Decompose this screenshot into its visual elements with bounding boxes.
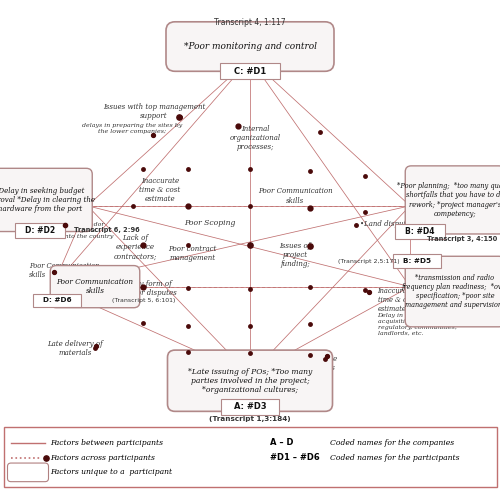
Text: Transcript 4, 1:117: Transcript 4, 1:117	[214, 18, 286, 26]
FancyBboxPatch shape	[221, 399, 279, 415]
FancyBboxPatch shape	[394, 254, 442, 268]
Text: *Delay in seeking budget
approval *Delay in clearing the
hardware from the port: *Delay in seeking budget approval *Delay…	[0, 187, 96, 213]
Text: delays in preparing the sites by
the lower companies;: delays in preparing the sites by the low…	[82, 123, 182, 134]
FancyBboxPatch shape	[4, 427, 496, 487]
Text: *Poor monitoring and control: *Poor monitoring and control	[184, 42, 316, 51]
Text: Internal
organizational
processes;: Internal organizational processes;	[230, 125, 280, 151]
FancyBboxPatch shape	[50, 266, 140, 308]
Text: (Transcript 1,3:184): (Transcript 1,3:184)	[209, 416, 291, 422]
Text: Inaccurate
time & cost
estimate: Inaccurate time & cost estimate	[378, 287, 416, 313]
Text: Lack of
experience
contractors;: Lack of experience contractors;	[114, 234, 156, 261]
Text: *Delay from the vendor
side in importing the
hardware into the country: *Delay from the vendor side in importing…	[30, 222, 114, 239]
Text: Poor Communication
skills: Poor Communication skills	[56, 278, 134, 295]
Text: *Poor planning;  *too many quality
shortfalls that you have to do
rework; *proje: *Poor planning; *too many quality shortf…	[396, 182, 500, 218]
Text: Factors between participants: Factors between participants	[50, 439, 163, 447]
Text: A: #D3: A: #D3	[234, 402, 266, 411]
Text: Factors unique to a  participant: Factors unique to a participant	[50, 468, 172, 476]
Text: (Transcript 5, 6:101): (Transcript 5, 6:101)	[112, 298, 176, 303]
Text: Issues with top management
support: Issues with top management support	[103, 103, 205, 121]
FancyBboxPatch shape	[405, 256, 500, 327]
Text: *Late issuing of POs; *Too many
parties involved in the project;
*organizational: *Late issuing of POs; *Too many parties …	[188, 368, 312, 394]
Text: •Land dispute: •Land dispute	[360, 220, 410, 228]
Text: #D1 – #D6: #D1 – #D6	[270, 453, 320, 462]
Text: Poor Communication
skills: Poor Communication skills	[258, 187, 332, 205]
Text: *transmission and radio
frequency plan readiness;  *over
specification; *poor si: *transmission and radio frequency plan r…	[401, 274, 500, 309]
Text: (Transcript 2,5:171): (Transcript 2,5:171)	[338, 259, 400, 264]
Text: Factors across participants: Factors across participants	[50, 454, 155, 462]
Text: Any form of
labor disputes: Any form of labor disputes	[126, 279, 176, 297]
Text: Coded names for the participants: Coded names for the participants	[330, 454, 460, 462]
Text: Poor Communication
skills: Poor Communication skills	[29, 262, 100, 279]
Text: Issues of
project
funding;: Issues of project funding;	[280, 242, 310, 268]
FancyBboxPatch shape	[166, 22, 334, 72]
FancyBboxPatch shape	[34, 294, 82, 307]
Text: D: #D2: D: #D2	[25, 226, 55, 235]
Text: Delay in site permit
acquisition from the
regulatory, communities,
landlords, et: Delay in site permit acquisition from th…	[378, 313, 456, 336]
Text: A – D: A – D	[270, 439, 293, 447]
Text: C: #D1: C: #D1	[234, 67, 266, 75]
FancyBboxPatch shape	[8, 463, 48, 482]
FancyBboxPatch shape	[395, 224, 446, 239]
FancyBboxPatch shape	[405, 166, 500, 234]
Text: Poor Scoping: Poor Scoping	[184, 219, 236, 227]
Text: Poor contract
management: Poor contract management	[168, 245, 216, 263]
Text: D: #D6: D: #D6	[43, 297, 72, 303]
Text: B: #D4: B: #D4	[405, 227, 435, 236]
Text: Inaccurate
time & cost
estimate: Inaccurate time & cost estimate	[140, 177, 180, 203]
Text: Transcript 6, 2:96: Transcript 6, 2:96	[74, 227, 140, 233]
Text: Transcript 3, 4:150: Transcript 3, 4:150	[428, 236, 498, 242]
Text: B: #D5: B: #D5	[404, 258, 431, 264]
FancyBboxPatch shape	[0, 169, 92, 232]
FancyBboxPatch shape	[168, 350, 332, 412]
FancyBboxPatch shape	[14, 223, 65, 238]
Text: Coded names for the companies: Coded names for the companies	[330, 439, 454, 447]
Text: Late delivery of
materials: Late delivery of materials	[47, 340, 103, 358]
Text: Inadequate
resources: Inadequate resources	[298, 355, 338, 372]
FancyBboxPatch shape	[220, 63, 280, 79]
